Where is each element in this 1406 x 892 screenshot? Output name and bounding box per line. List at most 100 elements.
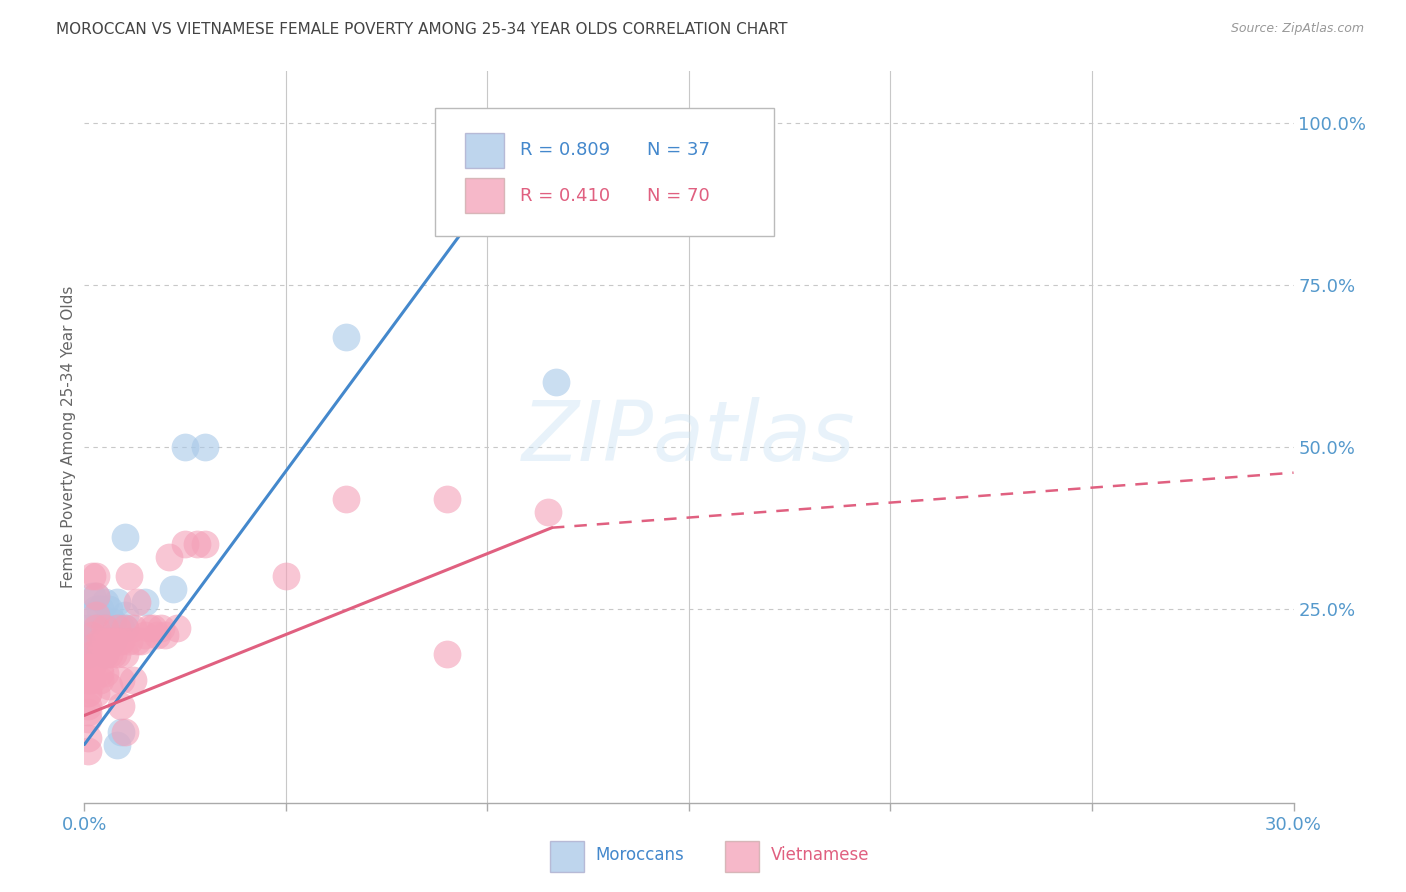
FancyBboxPatch shape xyxy=(465,133,503,168)
Point xyxy=(82,589,104,603)
Point xyxy=(77,686,100,700)
Point xyxy=(77,673,100,687)
Point xyxy=(118,569,141,583)
Point xyxy=(77,621,100,635)
Point xyxy=(86,589,108,603)
FancyBboxPatch shape xyxy=(725,841,759,871)
Point xyxy=(82,673,104,687)
Point xyxy=(194,440,217,454)
Point xyxy=(82,627,104,641)
Point xyxy=(86,621,108,635)
Point xyxy=(97,601,120,615)
Point xyxy=(77,673,100,687)
Point xyxy=(86,569,108,583)
Point xyxy=(86,621,108,635)
Point xyxy=(93,621,115,635)
Point xyxy=(97,634,120,648)
Point xyxy=(174,537,197,551)
Point xyxy=(110,621,132,635)
Point xyxy=(162,582,184,597)
Text: N = 70: N = 70 xyxy=(647,186,710,204)
Point xyxy=(101,615,124,629)
FancyBboxPatch shape xyxy=(465,178,503,213)
Point xyxy=(114,608,136,623)
Point xyxy=(146,627,169,641)
Point xyxy=(89,673,111,687)
Point xyxy=(114,530,136,544)
Point xyxy=(101,647,124,661)
Point xyxy=(105,647,128,661)
Point xyxy=(93,647,115,661)
Point xyxy=(77,666,100,681)
Point xyxy=(194,537,217,551)
Point xyxy=(149,621,172,635)
Point xyxy=(544,375,567,389)
Point xyxy=(82,608,104,623)
Point xyxy=(93,595,115,609)
Point xyxy=(93,647,115,661)
Point xyxy=(186,537,208,551)
Point xyxy=(93,621,115,635)
Point xyxy=(105,738,128,752)
Point xyxy=(114,621,136,635)
Point xyxy=(77,660,100,674)
Point xyxy=(86,686,108,700)
Point xyxy=(537,504,560,518)
Text: Moroccans: Moroccans xyxy=(596,847,685,864)
Point xyxy=(93,634,115,648)
Point xyxy=(121,621,143,635)
Point xyxy=(82,647,104,661)
Point xyxy=(89,660,111,674)
Point xyxy=(114,647,136,661)
Point xyxy=(110,634,132,648)
Point xyxy=(97,679,120,693)
Point xyxy=(105,634,128,648)
Point xyxy=(125,595,148,609)
Point xyxy=(77,705,100,719)
Point xyxy=(436,491,458,506)
Point xyxy=(174,440,197,454)
Point xyxy=(82,627,104,641)
Point xyxy=(274,569,297,583)
Point xyxy=(118,634,141,648)
Point xyxy=(125,634,148,648)
Point xyxy=(335,330,357,344)
Point xyxy=(89,634,111,648)
Point xyxy=(82,634,104,648)
Point xyxy=(77,660,100,674)
Text: MOROCCAN VS VIETNAMESE FEMALE POVERTY AMONG 25-34 YEAR OLDS CORRELATION CHART: MOROCCAN VS VIETNAMESE FEMALE POVERTY AM… xyxy=(56,22,787,37)
Point xyxy=(138,621,160,635)
Point xyxy=(89,601,111,615)
Point xyxy=(101,634,124,648)
Text: N = 37: N = 37 xyxy=(647,141,710,160)
FancyBboxPatch shape xyxy=(550,841,583,871)
Point xyxy=(121,673,143,687)
Point xyxy=(82,640,104,655)
Point xyxy=(86,601,108,615)
Point xyxy=(77,698,100,713)
Point xyxy=(77,731,100,745)
Point xyxy=(114,621,136,635)
Point xyxy=(77,686,100,700)
Point xyxy=(142,621,165,635)
Point xyxy=(77,634,100,648)
Point xyxy=(89,666,111,681)
Y-axis label: Female Poverty Among 25-34 Year Olds: Female Poverty Among 25-34 Year Olds xyxy=(60,286,76,588)
Point xyxy=(86,589,108,603)
Text: Source: ZipAtlas.com: Source: ZipAtlas.com xyxy=(1230,22,1364,36)
Point xyxy=(89,634,111,648)
Point xyxy=(157,549,180,564)
Point xyxy=(166,621,188,635)
Point xyxy=(101,634,124,648)
Point xyxy=(77,712,100,726)
Point xyxy=(97,634,120,648)
Point xyxy=(82,660,104,674)
Point xyxy=(105,621,128,635)
Text: Vietnamese: Vietnamese xyxy=(770,847,870,864)
Point xyxy=(97,621,120,635)
Point xyxy=(77,744,100,758)
Point xyxy=(134,595,156,609)
Point xyxy=(93,666,115,681)
Point xyxy=(134,627,156,641)
Point xyxy=(86,608,108,623)
